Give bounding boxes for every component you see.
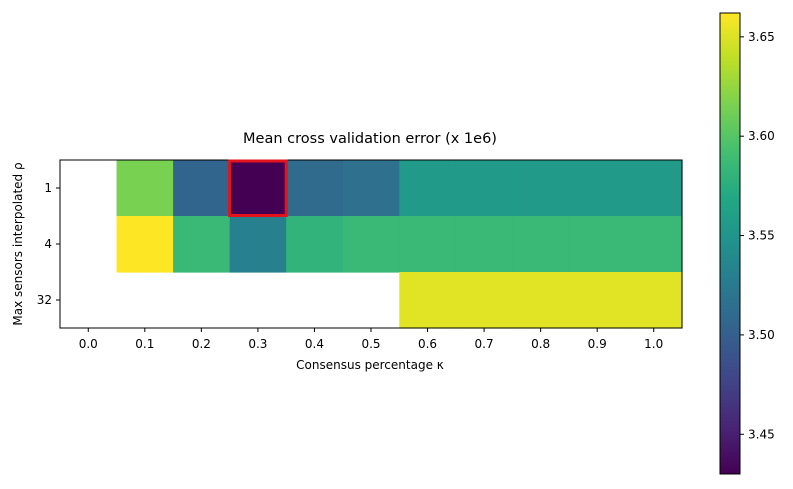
heatmap-cell (455, 272, 513, 329)
y-tick-label: 4 (44, 237, 52, 251)
heatmap-cell (568, 272, 627, 329)
heatmap-cell (399, 160, 457, 217)
heatmap-cell (229, 216, 287, 273)
heatmap-cells (116, 160, 683, 329)
y-axis-label: Max sensors interpolated ρ (11, 162, 25, 325)
heatmap-cell (173, 160, 231, 217)
heatmap-cell (286, 160, 344, 217)
colorbar-tick-label: 3.50 (748, 328, 775, 342)
heatmap-cell (116, 160, 174, 217)
x-tick-label: 1.0 (644, 337, 663, 351)
y-axis-ticks: 1 4 32 (37, 181, 60, 307)
colorbar-tick-label: 3.45 (748, 427, 775, 441)
heatmap-cell (455, 160, 513, 217)
heatmap-cell (568, 216, 627, 273)
best-cell-highlight (228, 159, 288, 217)
chart-title: Mean cross validation error (x 1e6) (243, 131, 497, 147)
heatmap-cell (173, 216, 231, 273)
x-axis-label: Consensus percentage κ (296, 358, 444, 372)
heatmap-cell (625, 272, 683, 329)
x-tick-label: 0.1 (135, 337, 154, 351)
heatmap-cell (568, 160, 627, 217)
heatmap-cell (116, 216, 174, 273)
x-axis-ticks: 0.0 0.1 0.2 0.3 0.4 0.5 0.6 0.7 0.8 0.9 1.0 (79, 328, 663, 351)
x-tick-label: 0.8 (531, 337, 550, 351)
y-tick-label: 1 (44, 181, 52, 195)
heatmap-cell (512, 272, 570, 329)
x-tick-label: 0.4 (305, 337, 324, 351)
x-tick-label: 0.0 (79, 337, 98, 351)
colorbar-tick-label: 3.65 (748, 30, 775, 44)
x-tick-label: 0.6 (418, 337, 437, 351)
colorbar-tick-label: 3.55 (748, 229, 775, 243)
heatmap-cell (625, 216, 683, 273)
x-tick-label: 0.2 (192, 337, 211, 351)
heatmap-cell (399, 216, 457, 273)
y-tick-label: 32 (37, 293, 52, 307)
heatmap-cell (512, 160, 570, 217)
colorbar (719, 12, 741, 475)
heatmap-cell (512, 216, 570, 273)
colorbar-ticks: 3.45 3.50 3.55 3.60 3.65 (740, 30, 775, 441)
x-tick-label: 0.9 (588, 337, 607, 351)
heatmap-cell (342, 216, 400, 273)
heatmap-cell (342, 160, 400, 217)
x-tick-label: 0.5 (361, 337, 380, 351)
x-tick-label: 0.3 (248, 337, 267, 351)
x-tick-label: 0.7 (475, 337, 494, 351)
heatmap-cell (625, 160, 683, 217)
colorbar-tick-label: 3.60 (748, 129, 775, 143)
heatmap-cell (399, 272, 457, 329)
heatmap-cell (286, 216, 344, 273)
heatmap-cell (455, 216, 513, 273)
heatmap-cell (229, 160, 287, 217)
